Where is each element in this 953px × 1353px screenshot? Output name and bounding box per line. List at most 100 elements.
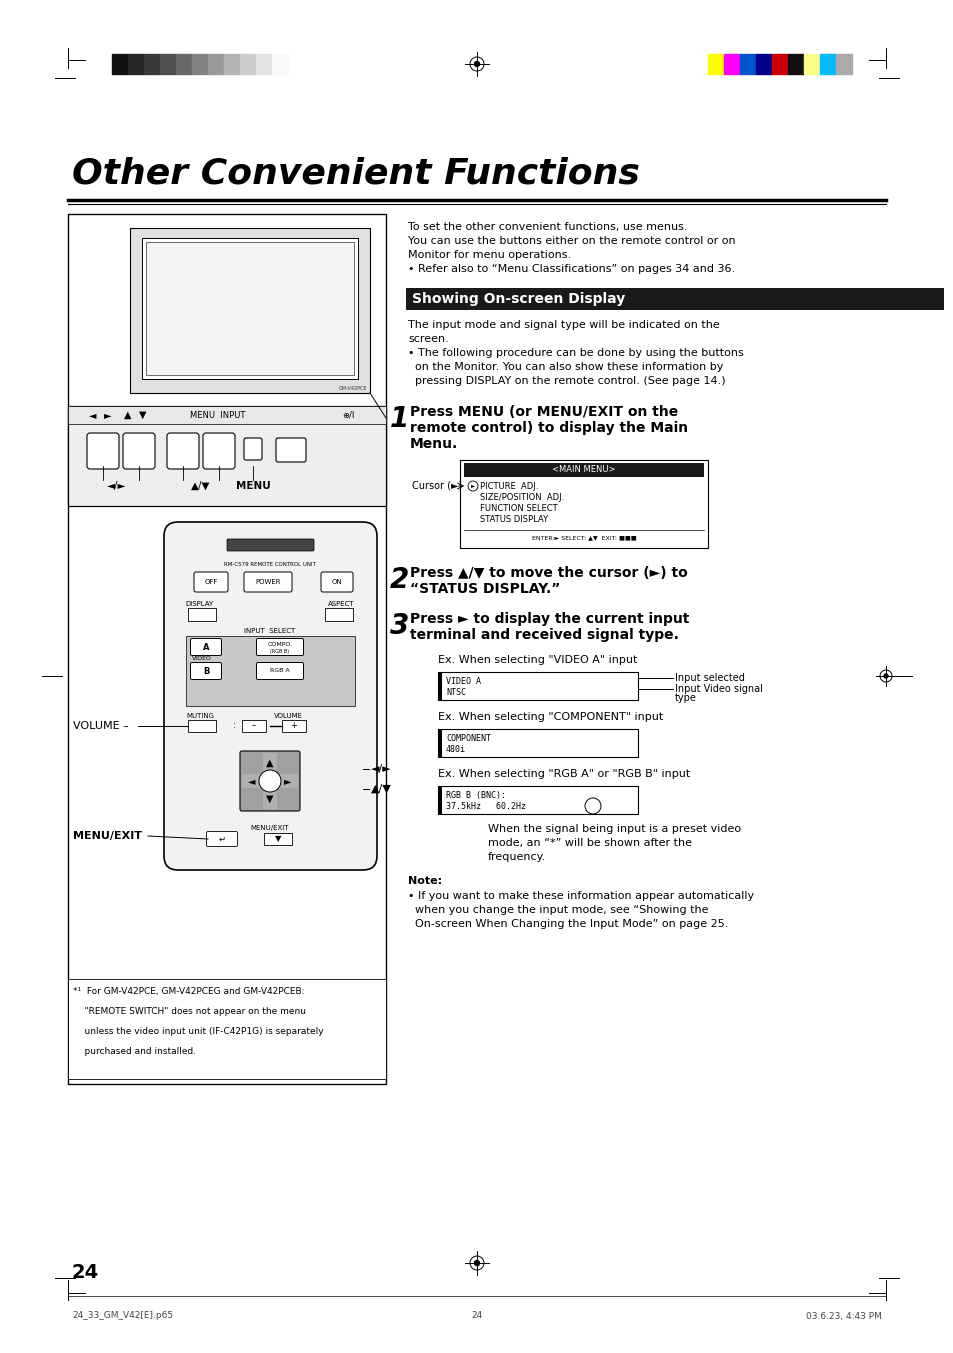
Text: pressing DISPLAY on the remote control. (See page 14.): pressing DISPLAY on the remote control. … — [408, 376, 725, 386]
Text: VIDEO A: VIDEO A — [446, 676, 480, 686]
Bar — [787, 54, 803, 74]
Bar — [406, 288, 943, 310]
Text: ↵: ↵ — [218, 835, 225, 843]
Bar — [208, 54, 224, 74]
Text: ENTER:► SELECT: ▲▼  EXIT: ■■■: ENTER:► SELECT: ▲▼ EXIT: ■■■ — [531, 536, 636, 540]
Text: ON: ON — [332, 579, 342, 584]
Bar — [437, 786, 441, 815]
Text: 24: 24 — [71, 1262, 99, 1281]
Text: ⊕/I: ⊕/I — [341, 410, 354, 419]
Bar — [437, 672, 441, 700]
Text: VIDEO: VIDEO — [192, 655, 212, 660]
FancyBboxPatch shape — [87, 433, 119, 469]
Text: purchased and installed.: purchased and installed. — [73, 1047, 196, 1055]
Text: +: + — [291, 721, 297, 731]
Bar — [242, 720, 266, 732]
Text: MENU/EXIT: MENU/EXIT — [73, 831, 142, 842]
FancyBboxPatch shape — [244, 438, 262, 460]
Text: STATUS DISPLAY: STATUS DISPLAY — [479, 515, 548, 524]
Text: unless the video input unit (IF-C42P1G) is separately: unless the video input unit (IF-C42P1G) … — [73, 1027, 323, 1036]
Text: screen.: screen. — [408, 334, 448, 344]
Text: ►: ► — [284, 777, 292, 786]
Text: Cursor (►): Cursor (►) — [412, 482, 462, 491]
Text: Note:: Note: — [408, 875, 441, 886]
Text: PICTURE  ADJ.: PICTURE ADJ. — [479, 482, 537, 491]
Text: ►: ► — [104, 410, 112, 419]
Bar — [130, 229, 370, 392]
Bar — [68, 406, 386, 423]
Text: Press MENU (or MENU/EXIT on the: Press MENU (or MENU/EXIT on the — [410, 405, 678, 419]
Bar — [68, 214, 386, 1084]
Bar — [175, 54, 192, 74]
Text: B: B — [203, 667, 209, 675]
Text: ▲: ▲ — [266, 758, 274, 769]
Text: ▼: ▼ — [266, 794, 274, 804]
FancyBboxPatch shape — [256, 663, 303, 679]
Text: A: A — [203, 643, 209, 652]
FancyBboxPatch shape — [244, 572, 292, 593]
Text: ▲/▼: ▲/▼ — [191, 482, 211, 491]
Bar — [160, 54, 175, 74]
Bar — [144, 54, 160, 74]
Circle shape — [468, 482, 477, 491]
Text: ◄: ◄ — [90, 410, 96, 419]
FancyBboxPatch shape — [193, 572, 228, 593]
Text: SIZE/POSITION  ADJ.: SIZE/POSITION ADJ. — [479, 492, 563, 502]
FancyBboxPatch shape — [227, 538, 314, 551]
Text: Monitor for menu operations.: Monitor for menu operations. — [408, 250, 571, 260]
Text: FUNCTION SELECT: FUNCTION SELECT — [479, 505, 558, 513]
Bar — [224, 54, 240, 74]
Text: ▲: ▲ — [124, 410, 132, 419]
Text: MENU/EXIT: MENU/EXIT — [251, 825, 289, 831]
Text: :: : — [233, 721, 235, 731]
Text: ▼: ▼ — [274, 835, 281, 843]
Text: ◄: ◄ — [248, 777, 255, 786]
Bar — [146, 242, 354, 375]
Text: MENU  INPUT: MENU INPUT — [190, 410, 246, 419]
Circle shape — [474, 1261, 479, 1265]
Text: DISPLAY: DISPLAY — [186, 601, 213, 607]
Text: COMPONENT: COMPONENT — [446, 733, 491, 743]
Text: –: – — [252, 721, 255, 731]
Text: Press ► to display the current input: Press ► to display the current input — [410, 612, 689, 626]
Text: Ex. When selecting "COMPONENT" input: Ex. When selecting "COMPONENT" input — [437, 712, 662, 723]
Text: terminal and received signal type.: terminal and received signal type. — [410, 628, 679, 643]
Bar — [112, 54, 128, 74]
Bar — [723, 54, 740, 74]
Text: VOLUME: VOLUME — [274, 713, 302, 718]
Text: "REMOTE SWITCH" does not appear on the menu: "REMOTE SWITCH" does not appear on the m… — [73, 1007, 306, 1016]
Bar — [264, 833, 292, 846]
Text: (RGB B): (RGB B) — [270, 648, 290, 653]
Text: POWER: POWER — [255, 579, 280, 584]
Bar — [68, 980, 386, 1078]
Bar — [325, 607, 353, 621]
FancyBboxPatch shape — [167, 433, 199, 469]
Bar — [437, 672, 638, 700]
Text: remote control) to display the Main: remote control) to display the Main — [410, 421, 687, 436]
Text: Input selected: Input selected — [675, 672, 744, 683]
Bar — [740, 54, 755, 74]
Text: 24: 24 — [471, 1311, 482, 1321]
Bar — [282, 720, 306, 732]
Text: ASPECT: ASPECT — [327, 601, 354, 607]
Text: *¹  For GM-V42PCE, GM-V42PCEG and GM-V42PCEB:: *¹ For GM-V42PCE, GM-V42PCEG and GM-V42P… — [73, 986, 304, 996]
Bar — [142, 238, 357, 379]
Bar — [803, 54, 820, 74]
FancyBboxPatch shape — [164, 522, 376, 870]
Text: • The following procedure can be done by using the buttons: • The following procedure can be done by… — [408, 348, 743, 359]
Circle shape — [474, 61, 479, 66]
Text: on the Monitor. You can also show these information by: on the Monitor. You can also show these … — [408, 363, 722, 372]
Bar — [437, 729, 638, 756]
Text: COMPO.: COMPO. — [267, 643, 293, 648]
Text: type: type — [675, 693, 696, 704]
Bar — [263, 754, 276, 809]
Bar — [128, 54, 144, 74]
Text: To set the other convenient functions, use menus.: To set the other convenient functions, u… — [408, 222, 687, 231]
Text: VOLUME –: VOLUME – — [73, 721, 129, 731]
FancyBboxPatch shape — [275, 438, 306, 461]
Circle shape — [883, 674, 887, 678]
Bar — [68, 406, 386, 506]
Text: On-screen When Changing the Input Mode” on page 25.: On-screen When Changing the Input Mode” … — [408, 919, 727, 930]
Text: When the signal being input is a preset video: When the signal being input is a preset … — [488, 824, 740, 833]
Text: 480i: 480i — [446, 746, 465, 754]
